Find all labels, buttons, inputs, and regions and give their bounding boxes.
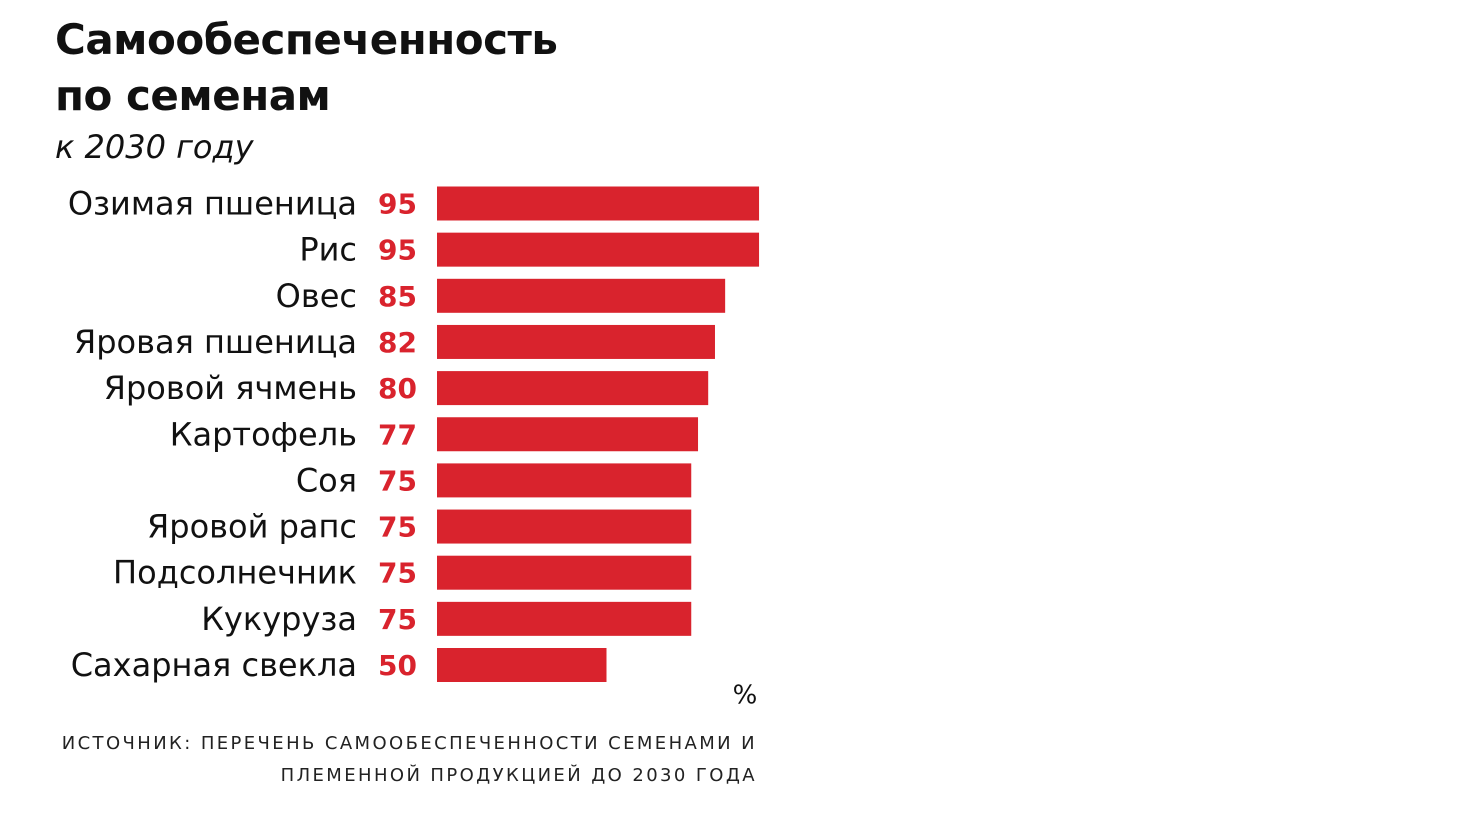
category-label: Яровая пшеница — [74, 323, 357, 361]
bar — [437, 186, 760, 221]
value-label: 95 — [378, 188, 417, 221]
bar — [437, 555, 692, 590]
category-label: Рис — [299, 231, 357, 269]
category-label: Озимая пшеница — [68, 185, 357, 223]
category-label: Кукуруза — [201, 600, 357, 638]
category-label: Подсолнечник — [113, 554, 357, 592]
category-label: Овес — [276, 277, 357, 315]
value-label: 75 — [378, 511, 417, 544]
bar — [437, 648, 607, 682]
category-label: Яровой ячмень — [104, 369, 357, 407]
category-label: Соя — [296, 461, 357, 499]
value-label: 75 — [378, 603, 417, 636]
value-label: 77 — [378, 418, 417, 451]
value-label: 50 — [378, 649, 417, 682]
value-label: 80 — [378, 372, 417, 405]
value-label: 82 — [378, 326, 417, 359]
value-label: 75 — [378, 557, 417, 590]
bar — [437, 601, 692, 636]
unit-label: % — [733, 681, 758, 711]
bar — [437, 463, 692, 498]
bar — [437, 232, 760, 267]
category-label: Сахарная свекла — [71, 646, 357, 684]
category-label: Картофель — [170, 415, 357, 453]
source-note: ИСТОЧНИК: ПЕРЕЧЕНЬ САМООБЕСПЕЧЕННОСТИ СЕ… — [61, 733, 757, 786]
bar — [437, 324, 715, 359]
value-label: 95 — [378, 234, 417, 267]
bar — [437, 509, 692, 544]
chart-title: Самообеспеченность по семенам — [55, 15, 558, 120]
bar — [437, 417, 699, 452]
category-label: Яровой рапс — [147, 508, 357, 546]
bar — [437, 371, 709, 406]
bar — [437, 278, 726, 313]
value-label: 85 — [378, 280, 417, 313]
chart-subtitle: к 2030 году — [55, 128, 254, 166]
value-label: 75 — [378, 464, 417, 497]
